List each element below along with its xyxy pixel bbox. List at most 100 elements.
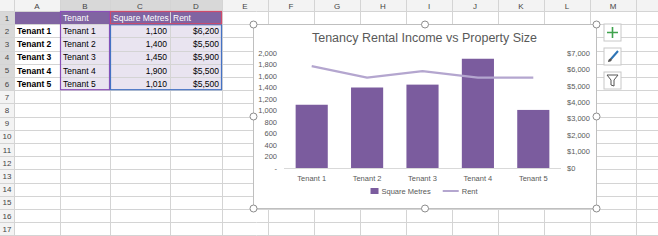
- sheet-row-line: [0, 222, 658, 223]
- column-header: G: [334, 2, 340, 11]
- cell-text: Tenant 4: [17, 66, 52, 76]
- y2-tick-label: $3,000: [567, 114, 590, 123]
- column-header: A: [34, 2, 40, 11]
- x-tick-label: Tenant 4: [464, 174, 493, 183]
- row-header: 3: [5, 40, 10, 49]
- range-outline: [111, 25, 222, 90]
- row-header: 13: [3, 172, 12, 181]
- cell-text: $5,500: [193, 39, 219, 49]
- plot: [296, 59, 550, 168]
- resize-handle[interactable]: [593, 113, 600, 120]
- chart-elements-button[interactable]: [604, 24, 621, 41]
- legend-label: Square Metres: [382, 187, 431, 196]
- cell-text: Tenant 2: [63, 39, 96, 49]
- bar: [351, 88, 383, 169]
- x-tick-label: Tenant 5: [519, 174, 548, 183]
- chart-area: [254, 25, 597, 209]
- y2-tick-label: $2,000: [567, 131, 590, 140]
- x-tick-label: Tenant 3: [408, 174, 437, 183]
- screen: ABCDEFGHIJKLM1234567891011121314151617Te…: [0, 0, 658, 236]
- column-header: H: [380, 2, 386, 11]
- row-header: 6: [5, 80, 10, 89]
- chart-styles-button[interactable]: [604, 48, 621, 65]
- cell-text: $5,500: [193, 66, 219, 76]
- sheet-row-line: [0, 235, 658, 236]
- resize-handle[interactable]: [422, 205, 429, 212]
- button-box: [604, 24, 621, 41]
- column-header: E: [242, 2, 247, 11]
- selected-row-header: [0, 11, 14, 90]
- bar: [462, 59, 494, 168]
- column-header: C: [137, 2, 143, 11]
- plus-icon: [607, 27, 618, 38]
- row-header: 5: [5, 66, 10, 75]
- cell-text: 1,450: [146, 52, 168, 62]
- row-header: 1: [5, 14, 10, 23]
- y2-tick-label: $7,000: [567, 49, 590, 58]
- y2-tick-label: $5,000: [567, 82, 590, 91]
- row-header: 4: [5, 53, 10, 62]
- cell-text: Tenant 1: [17, 26, 52, 36]
- row-header: 10: [3, 132, 12, 141]
- row-header: 2: [5, 27, 10, 36]
- brush-tip: [608, 58, 612, 62]
- cell-text: 1,010: [146, 79, 168, 89]
- y-tick-label: 1,600: [258, 72, 277, 81]
- y-tick-label: 800: [264, 118, 277, 127]
- chart: Tenancy Rental Income vs Property Size - 2…: [250, 21, 621, 212]
- legend-swatch: [371, 188, 379, 194]
- y-tick-label: 2,000: [258, 49, 277, 58]
- resize-handle[interactable]: [250, 113, 257, 120]
- row-header: 12: [3, 159, 12, 168]
- resize-handle[interactable]: [593, 21, 600, 28]
- row-header: 7: [5, 93, 10, 102]
- data-fill: [60, 24, 222, 90]
- cell-text: Rent: [173, 13, 192, 23]
- sheet: ABCDEFGHIJKLM1234567891011121314151617Te…: [0, 0, 658, 236]
- y-tick-label: 200: [264, 152, 277, 161]
- y-tick-label: 400: [264, 141, 277, 150]
- cell-text: Tenant: [63, 13, 89, 23]
- row-header: 17: [3, 225, 12, 234]
- cell-text: 1,900: [146, 66, 168, 76]
- cell-text: Tenant 5: [17, 79, 52, 89]
- legend: Square Metres Rent: [371, 187, 479, 196]
- y-tick-label: 1,200: [258, 95, 277, 104]
- column-header: F: [289, 2, 294, 11]
- cell-text: Tenant 5: [63, 79, 96, 89]
- resize-handle[interactable]: [250, 205, 257, 212]
- resize-handle[interactable]: [593, 205, 600, 212]
- resize-handle[interactable]: [250, 21, 257, 28]
- legend-swatch: [443, 190, 459, 192]
- cell-text: $6,200: [193, 26, 219, 36]
- column-header: K: [518, 2, 524, 11]
- chart-title: Tenancy Rental Income vs Property Size: [312, 31, 537, 45]
- chart-filters-button[interactable]: [604, 72, 621, 89]
- row-header: 9: [5, 119, 10, 128]
- range-outline: [111, 12, 222, 24]
- cell-text: $5,500: [193, 79, 219, 89]
- y-tick-label: -: [275, 164, 278, 173]
- y2-tick-label: $4,000: [567, 98, 590, 107]
- sheet-row-line: [0, 209, 658, 210]
- column-header: M: [610, 2, 617, 11]
- x-tick-label: Tenant 2: [353, 174, 382, 183]
- row-header: 8: [5, 106, 10, 115]
- cell-text: Tenant 3: [63, 52, 96, 62]
- y-tick-label: 1,400: [258, 83, 277, 92]
- row-header: 11: [3, 146, 12, 155]
- cell-text: 1,100: [146, 26, 168, 36]
- legend-label: Rent: [462, 187, 479, 196]
- button-box: [604, 72, 621, 89]
- column-header: I: [428, 2, 430, 11]
- y-tick-label: 600: [264, 129, 277, 138]
- row-header: 15: [3, 198, 12, 207]
- y2-tick-label: $1,000: [567, 147, 590, 156]
- resize-handle[interactable]: [422, 21, 429, 28]
- bar: [517, 110, 549, 168]
- bar: [296, 105, 328, 168]
- selected-col-header: [60, 0, 222, 11]
- column-header-bar: [0, 0, 658, 11]
- brush-icon: [611, 51, 618, 59]
- column-header: D: [193, 2, 199, 11]
